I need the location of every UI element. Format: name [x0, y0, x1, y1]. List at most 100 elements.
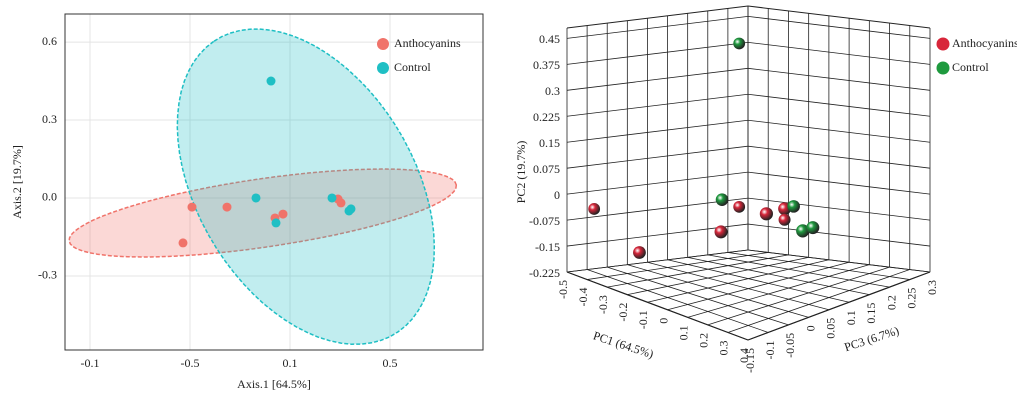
y-tick-label: 0.3: [545, 84, 560, 98]
z-tick-label: 0.1: [844, 310, 858, 325]
data-point: [336, 198, 346, 208]
box-edge: [566, 271, 749, 341]
x-tick-label: -0.1: [636, 310, 650, 329]
box-edge: [747, 5, 931, 29]
z-tick-label: -0.1: [763, 340, 777, 359]
data-point: [266, 76, 276, 86]
x-tick-label: 0.1: [283, 356, 298, 370]
data-point: [759, 207, 773, 221]
data-point: [787, 200, 800, 213]
y-tick-label: 0.0: [42, 190, 57, 204]
data-point: [187, 202, 197, 212]
grid-line: [566, 41, 749, 65]
y-tick-label: 0.075: [533, 162, 560, 176]
grid-line: [566, 93, 749, 117]
legend-label: Anthocyanins: [394, 36, 461, 50]
legend-swatch: [936, 37, 950, 51]
data-point: [178, 238, 188, 248]
grid-line: [667, 261, 850, 311]
legend-swatch: [377, 38, 389, 50]
data-point: [633, 246, 646, 259]
x-tick-label: -0.5: [556, 280, 570, 299]
pca-3d-chart: 0.45 0.375 0.3 0.225 0.15 0.075 0 -0.075 -0.15 -0…: [514, 5, 1017, 373]
grid-line: [607, 254, 789, 288]
y-tick-label: -0.3: [38, 268, 57, 282]
grid-line: [667, 259, 850, 303]
x-tick-label: -0.2: [616, 303, 630, 322]
y-tick-label: -0.15: [535, 240, 560, 254]
z-tick-label: 0: [803, 325, 817, 331]
data-point: [715, 193, 729, 206]
y-axis-title: PC2 (19.7%): [514, 141, 528, 204]
legend-label: Control: [394, 60, 431, 74]
data-point: [278, 209, 288, 219]
grid-line: [747, 119, 931, 143]
data-point: [714, 225, 728, 239]
data-point: [806, 221, 820, 235]
data-point: [222, 202, 232, 212]
y-axis-title: Axis.2 [19.7%]: [10, 145, 24, 219]
x-tick-label: -0.4: [576, 288, 590, 307]
grid-line: [586, 269, 769, 333]
plot-background: [65, 14, 483, 350]
plot-frame: [64, 13, 484, 351]
y-tick-label: 0.6: [42, 34, 57, 48]
data-point: [778, 213, 791, 226]
grid-line: [707, 254, 890, 288]
legend-label: Control: [952, 60, 989, 74]
legend-swatch: [936, 61, 950, 75]
grid-line: [566, 119, 749, 143]
x-tick-label: 0.3: [717, 340, 731, 355]
box-edge: [747, 271, 931, 341]
z-tick-label: 0.05: [824, 318, 838, 339]
grid-line: [687, 264, 870, 318]
data-point: [327, 193, 337, 203]
data-point: [733, 200, 746, 213]
grid-line: [727, 269, 910, 333]
grid-line: [747, 197, 931, 221]
grid-line: [627, 264, 809, 318]
z-tick-label: -0.15: [743, 348, 757, 373]
grid-line: [747, 223, 931, 247]
x-tick-label: -0.3: [596, 295, 610, 314]
legend-swatch: [377, 62, 389, 74]
data-point: [271, 218, 281, 228]
z-tick-label: 0.25: [905, 288, 919, 309]
x-axis-title: Axis.1 [64.5%]: [237, 377, 311, 391]
grid-line: [627, 256, 809, 296]
grid-line: [566, 171, 749, 195]
x-tick-label: -0.1: [81, 356, 100, 370]
y-tick-label: 0: [554, 188, 560, 202]
grid-line: [747, 249, 931, 273]
x-tick-label: 0.1: [676, 325, 690, 340]
z-tick-label: 0.15: [864, 303, 878, 324]
x-tick-label: 0: [656, 318, 670, 324]
grid-line: [566, 67, 749, 91]
grid-line: [566, 145, 749, 169]
x-tick-label: 0.2: [697, 333, 711, 348]
y-tick-label: 0.15: [539, 136, 560, 150]
z-axis-title: PC3 (6.7%): [843, 323, 901, 354]
grid-line: [747, 67, 931, 91]
z-tick-label: -0.05: [783, 333, 797, 358]
x-tick-label: 0.5: [383, 356, 398, 370]
grid-line: [747, 41, 931, 65]
y-tick-label: 0.3: [42, 112, 57, 126]
grid-line: [707, 266, 890, 326]
data-point: [588, 203, 601, 215]
grid-line: [647, 259, 829, 303]
y-tick-label: -0.075: [529, 214, 560, 228]
y-tick-label: 0.375: [533, 58, 560, 72]
data-point: [346, 204, 356, 214]
legend-label: Anthocyanins: [952, 36, 1017, 50]
grid-line: [747, 93, 931, 117]
x-axis-title: PC1 (64.5%): [591, 328, 655, 361]
y-tick-label: -0.225: [529, 266, 560, 280]
grid-line: [647, 261, 829, 311]
grid-line: [587, 252, 769, 280]
grid-line: [747, 15, 931, 39]
y-tick-label: 0.225: [533, 110, 560, 124]
z-tick-label: 0.2: [884, 295, 898, 310]
pcoa-chart: -0.1 -0.5 0.1 0.5 0.6 0.3 0.0 -0.3 Axis.1 [64.5%…: [10, 13, 484, 391]
